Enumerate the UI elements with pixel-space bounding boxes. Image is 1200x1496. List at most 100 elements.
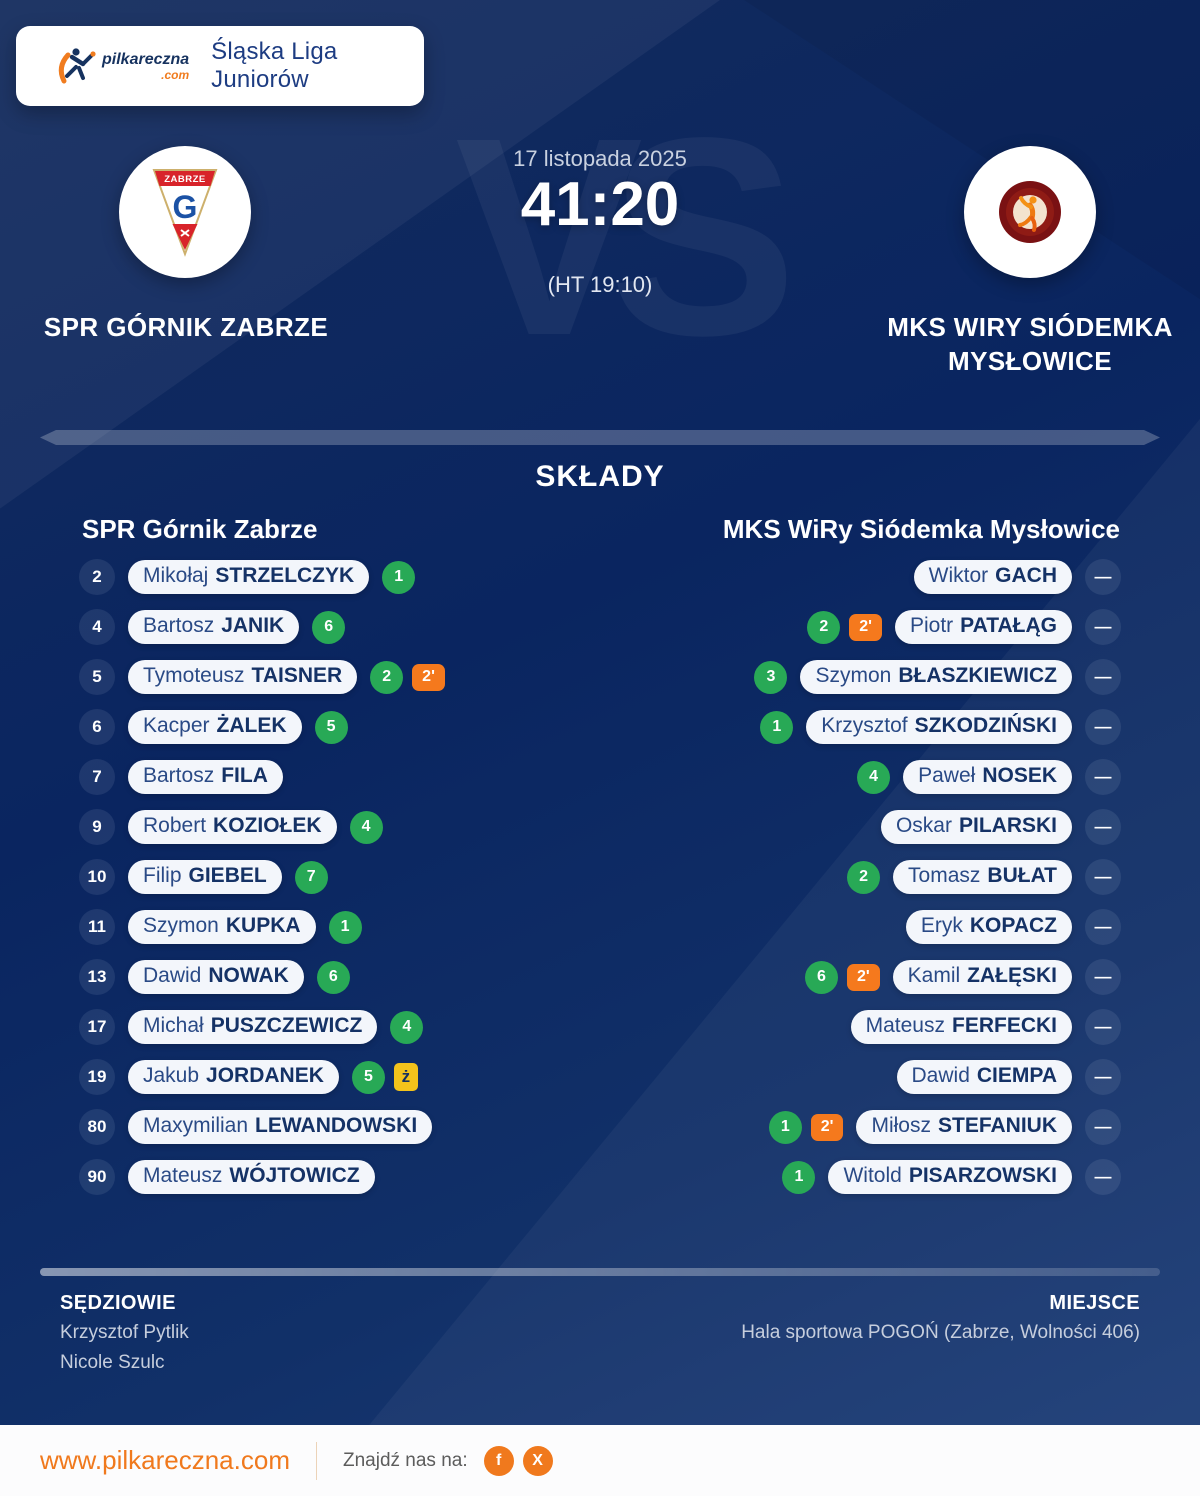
- player-first-name: Witold: [843, 1164, 902, 1187]
- officials-divider: [40, 1268, 1160, 1276]
- footer-separator: [315, 1441, 317, 1480]
- player-badges: 1: [782, 1160, 816, 1194]
- shirt-number: 9: [79, 809, 115, 845]
- lineup-row: Eryk KOPACZ —: [541, 902, 1121, 952]
- dash-number: —: [1085, 1159, 1121, 1195]
- dash-number: —: [1085, 609, 1121, 645]
- dash-number: —: [1085, 909, 1121, 945]
- lineup-row: Oskar PILARSKI —: [541, 802, 1121, 852]
- player-last-name: TAISNER: [251, 664, 343, 687]
- player-last-name: NOSEK: [982, 764, 1057, 787]
- venue-value: Hala sportowa POGOŃ (Zabrze, Wolności 40…: [741, 1322, 1140, 1343]
- find-us-label: Znajdź nas na:: [342, 1449, 468, 1471]
- dash-number: —: [1085, 559, 1121, 595]
- player-badges: 6: [312, 610, 346, 644]
- player-badges: 4: [349, 810, 383, 844]
- facebook-icon[interactable]: f: [483, 1445, 514, 1476]
- lineup-row: 6 2' Kamil ZAŁĘSKI —: [541, 952, 1121, 1002]
- player-last-name: FERFECKI: [952, 1014, 1057, 1037]
- lineup-row: Wiktor GACH —: [541, 552, 1121, 602]
- goals-badge: 4: [390, 1010, 424, 1044]
- player-pill: Dawid CIEMPA: [896, 1060, 1072, 1094]
- player-last-name: PISARZOWSKI: [908, 1164, 1057, 1187]
- dash-number: —: [1085, 1109, 1121, 1145]
- player-first-name: Miłosz: [871, 1114, 931, 1137]
- lineup-row: 19 Jakub JORDANEK 5 ż: [79, 1052, 659, 1102]
- player-first-name: Szymon: [815, 664, 892, 687]
- footer-bar: www.pilkareczna.com Znajdź nas na: f X: [0, 1425, 1200, 1496]
- player-badges: 6 2': [804, 960, 880, 994]
- shirt-number: 90: [79, 1159, 115, 1195]
- player-pill: Eryk KOPACZ: [905, 910, 1072, 944]
- player-pill: Mateusz FERFECKI: [850, 1010, 1072, 1044]
- player-last-name: KOPACZ: [969, 914, 1057, 937]
- home-roster: 2 Mikołaj STRZELCZYK 1 4 Bartosz JANIK 6 5 Tymote…: [79, 552, 659, 1202]
- lineup-row: 1 Witold PISARZOWSKI —: [541, 1152, 1121, 1202]
- player-last-name: GACH: [995, 564, 1057, 587]
- player-last-name: BŁASZKIEWICZ: [898, 664, 1057, 687]
- lineup-row: 4 Paweł NOSEK —: [541, 752, 1121, 802]
- away-team-name: MKS WIRY SIÓDEMKA MYSŁOWICE: [887, 312, 1173, 376]
- away-lineup-header: MKS WiRy Siódemka Mysłowice: [722, 514, 1120, 544]
- lineup-row: Dawid CIEMPA —: [541, 1052, 1121, 1102]
- player-first-name: Tymoteusz: [143, 664, 245, 687]
- section-divider: [40, 430, 1160, 445]
- player-pill: Robert KOZIOŁEK: [128, 810, 337, 844]
- player-last-name: FILA: [221, 764, 268, 787]
- player-last-name: WÓJTOWICZ: [229, 1164, 360, 1187]
- lineup-row: 2 Mikołaj STRZELCZYK 1: [79, 552, 659, 602]
- x-icon[interactable]: X: [522, 1445, 553, 1476]
- player-last-name: LEWANDOWSKI: [255, 1114, 418, 1137]
- player-last-name: KOZIOŁEK: [213, 814, 322, 837]
- goals-badge: 2: [807, 610, 841, 644]
- player-last-name: ŻALEK: [216, 714, 287, 737]
- player-pill: Paweł NOSEK: [903, 760, 1072, 794]
- player-badges: 2: [847, 860, 881, 894]
- svg-text:ZABRZE: ZABRZE: [164, 174, 206, 185]
- lineup-row: 11 Szymon KUPKA 1: [79, 902, 659, 952]
- player-first-name: Mateusz: [865, 1014, 945, 1037]
- home-team-logo: ZABRZE G: [119, 146, 251, 278]
- player-last-name: PATAŁĄG: [960, 614, 1057, 637]
- match-score: 41:20: [520, 170, 680, 239]
- lineup-row: 17 Michał PUSZCZEWICZ 4: [79, 1002, 659, 1052]
- player-badges: 4: [390, 1010, 424, 1044]
- suspension-badge: 2': [810, 1113, 844, 1141]
- svg-text:G: G: [173, 189, 198, 225]
- goals-badge: 5: [314, 710, 348, 744]
- player-first-name: Kacper: [143, 714, 210, 737]
- player-badges: 1: [760, 710, 794, 744]
- shirt-number: 6: [79, 709, 115, 745]
- lineup-row: 90 Mateusz WÓJTOWICZ: [79, 1152, 659, 1202]
- lineup-row: 1 Krzysztof SZKODZIŃSKI —: [541, 702, 1121, 752]
- player-pill: Tomasz BUŁAT: [893, 860, 1072, 894]
- shirt-number: 80: [79, 1109, 115, 1145]
- player-last-name: SZKODZIŃSKI: [914, 714, 1057, 737]
- lineup-row: 1 2' Miłosz STEFANIUK —: [541, 1102, 1121, 1152]
- goals-badge: 1: [328, 910, 362, 944]
- match-date: 17 listopada 2025: [513, 146, 687, 171]
- player-badges: 1 2': [768, 1110, 844, 1144]
- player-first-name: Wiktor: [928, 564, 989, 587]
- player-last-name: KUPKA: [225, 914, 301, 937]
- goals-badge: 6: [312, 610, 346, 644]
- website-link[interactable]: www.pilkareczna.com: [40, 1445, 290, 1475]
- lineup-row: 10 Filip GIEBEL 7: [79, 852, 659, 902]
- dash-number: —: [1085, 709, 1121, 745]
- lineup-row: 80 Maxymilian LEWANDOWSKI: [79, 1102, 659, 1152]
- pilkareczna-logo: pilkareczna .com: [52, 43, 189, 89]
- player-first-name: Mikołaj: [143, 564, 209, 587]
- goals-badge: 6: [316, 960, 350, 994]
- dash-number: —: [1085, 1009, 1121, 1045]
- lineup-row: 2 Tomasz BUŁAT —: [541, 852, 1121, 902]
- shirt-number: 17: [79, 1009, 115, 1045]
- player-first-name: Kamil: [907, 964, 961, 987]
- league-title: Śląska Liga Juniorów: [211, 38, 338, 93]
- player-pill: Kacper ŻALEK: [128, 710, 302, 744]
- player-first-name: Piotr: [909, 614, 954, 637]
- referee-name: Nicole Szulc: [60, 1352, 165, 1373]
- referees-label: SĘDZIOWIE: [60, 1292, 176, 1314]
- home-team-name: SPR GÓRNIK ZABRZE: [43, 312, 329, 342]
